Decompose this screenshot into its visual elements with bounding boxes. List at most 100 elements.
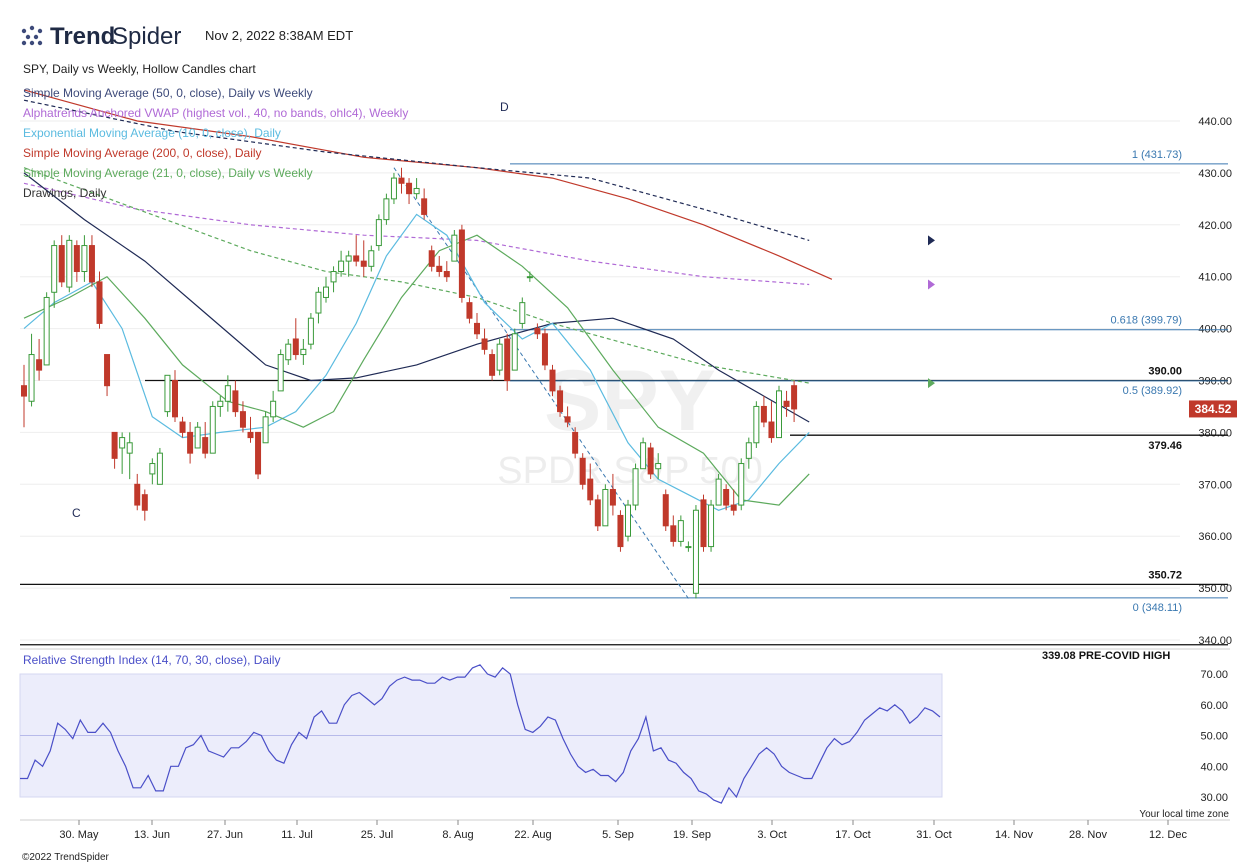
candle[interactable] [338, 250, 345, 277]
candle[interactable] [466, 297, 473, 324]
candle[interactable] [111, 431, 118, 469]
candle[interactable] [134, 473, 141, 511]
candles[interactable] [21, 167, 798, 599]
candle[interactable] [655, 453, 662, 480]
candle[interactable] [564, 406, 571, 428]
candle[interactable] [172, 370, 178, 423]
candle[interactable] [753, 401, 760, 448]
candle[interactable] [398, 167, 405, 194]
candle[interactable] [421, 188, 428, 220]
candle[interactable] [481, 328, 488, 355]
trendlines[interactable] [393, 167, 689, 599]
candle[interactable] [36, 338, 43, 381]
candle[interactable] [104, 354, 111, 397]
candle[interactable] [489, 349, 496, 381]
candle[interactable] [58, 235, 65, 288]
candle[interactable] [738, 458, 745, 511]
candle[interactable] [768, 401, 775, 443]
candle[interactable] [300, 338, 307, 365]
candle[interactable] [436, 255, 443, 277]
candle[interactable] [51, 240, 58, 308]
candle[interactable] [715, 473, 722, 506]
candle[interactable] [534, 323, 541, 339]
candle[interactable] [458, 224, 465, 303]
legend-item-sma21[interactable]: Simple Moving Average (21, 0, close), Da… [23, 166, 313, 180]
candle[interactable] [594, 494, 601, 532]
candle[interactable] [202, 422, 209, 459]
candle[interactable] [745, 437, 752, 469]
candle[interactable] [557, 385, 564, 417]
candle[interactable] [209, 401, 216, 454]
candle[interactable] [685, 541, 692, 552]
candle[interactable] [617, 510, 624, 552]
candle[interactable] [413, 178, 420, 199]
candle[interactable] [692, 505, 699, 599]
candle[interactable] [88, 235, 95, 288]
horizontal-levels[interactable]: 1 (431.73) 0.618 (399.79) 390.00 0.5 (389.9… [20, 149, 1228, 662]
legend-item-vwap[interactable]: Alphatrends Anchored VWAP (highest vol.,… [23, 106, 408, 120]
candle[interactable] [179, 416, 186, 438]
candle[interactable] [255, 431, 262, 480]
candle[interactable] [783, 390, 790, 417]
candle[interactable] [791, 380, 798, 423]
candle[interactable] [126, 432, 133, 480]
candle[interactable] [406, 178, 413, 205]
candle[interactable] [345, 250, 352, 277]
candle[interactable] [232, 380, 239, 417]
candle[interactable] [625, 499, 631, 542]
candle[interactable] [217, 396, 224, 417]
candle[interactable] [640, 437, 647, 470]
time-zone-label[interactable]: Your local time zone [1139, 809, 1229, 820]
candle[interactable] [292, 318, 299, 360]
candle[interactable] [677, 515, 684, 547]
candle[interactable] [353, 235, 360, 267]
candle[interactable] [549, 364, 556, 397]
candle[interactable] [390, 172, 397, 205]
candle[interactable] [647, 442, 654, 480]
candle[interactable] [541, 328, 548, 371]
candle[interactable] [141, 489, 148, 521]
candle[interactable] [760, 396, 767, 428]
candle[interactable] [368, 245, 375, 272]
legend-item-sma50[interactable]: Simple Moving Average (50, 0, close), Da… [23, 86, 313, 100]
candle[interactable] [428, 245, 435, 272]
candle[interactable] [572, 427, 579, 459]
candle[interactable] [662, 489, 669, 532]
candle[interactable] [323, 276, 329, 303]
candle[interactable] [315, 287, 322, 324]
candle[interactable] [81, 235, 88, 282]
candle[interactable] [579, 453, 586, 490]
legend-item-sma200[interactable]: Simple Moving Average (200, 0, close), D… [23, 146, 262, 160]
candle[interactable] [119, 432, 126, 474]
candle[interactable] [383, 193, 390, 225]
legend-item-ema10[interactable]: Exponential Moving Average (10, 0, close… [23, 126, 281, 140]
candle[interactable] [632, 463, 639, 511]
candle[interactable] [164, 374, 171, 417]
candle[interactable] [149, 458, 156, 485]
candle[interactable] [670, 515, 677, 547]
candle[interactable] [239, 401, 246, 433]
candle[interactable] [474, 313, 480, 339]
candle[interactable] [73, 240, 80, 282]
candle[interactable] [330, 266, 337, 293]
candle[interactable] [526, 271, 533, 282]
candle[interactable] [224, 375, 231, 412]
legend-item-drawings[interactable]: Drawings, Daily [23, 186, 106, 200]
rsi-panel[interactable]: Relative Strength Index (14, 70, 30, clo… [19, 653, 1228, 804]
candle[interactable] [262, 411, 269, 444]
candle[interactable] [247, 416, 254, 443]
fib-trendline[interactable] [393, 167, 689, 599]
candle[interactable] [187, 422, 194, 464]
candle[interactable] [496, 338, 503, 376]
candle[interactable] [277, 349, 284, 392]
candle[interactable] [776, 385, 782, 439]
candle[interactable] [285, 338, 292, 365]
candle[interactable] [451, 229, 458, 262]
candle[interactable] [43, 292, 50, 366]
candle[interactable] [504, 333, 511, 391]
candle[interactable] [443, 261, 450, 282]
candle[interactable] [587, 463, 594, 506]
candle[interactable] [511, 328, 518, 371]
candle[interactable] [730, 489, 737, 516]
